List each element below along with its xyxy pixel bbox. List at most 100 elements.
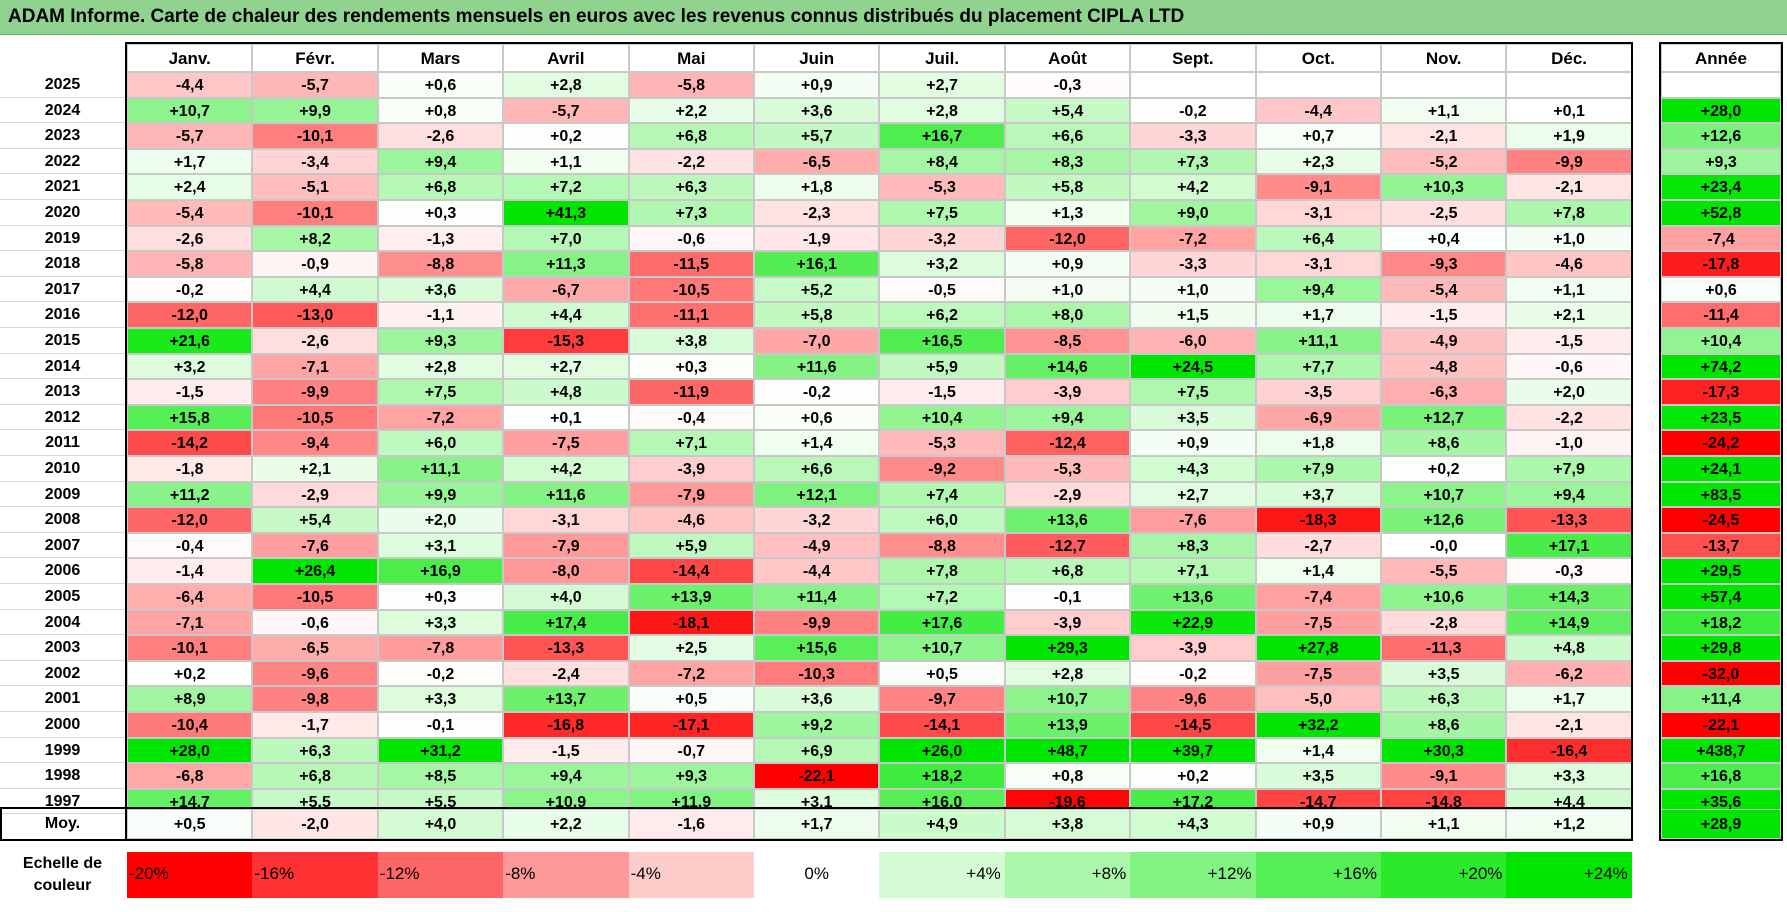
heatmap-cell: +13,9 [1004,712,1131,738]
heatmap-cell: +17,6 [879,609,1005,636]
annual-cell [1661,72,1781,98]
heatmap-cell: +11,6 [503,481,629,508]
heatmap-cell: -3,4 [252,148,378,175]
heatmap-cell: -4,6 [1506,251,1632,277]
annual-cell: +74,2 [1661,353,1781,380]
heatmap-cell: -14,5 [1130,712,1256,738]
heatmap-cell: +7,3 [1130,148,1256,175]
year-label: 2010 [0,456,125,482]
annual-cell: -17,3 [1661,379,1781,405]
heatmap-cell: -0,2 [1130,97,1256,124]
heatmap-cell: -3,9 [628,456,754,482]
average-cell: +3,8 [1004,809,1131,839]
annual-cell: +57,4 [1661,584,1781,610]
heatmap-cell: -3,3 [1130,251,1256,277]
heatmap-cell: -4,4 [127,72,253,98]
average-cell: +4,0 [377,809,504,839]
annual-cell: -11,4 [1661,302,1781,328]
heatmap-cell: +7,9 [1506,456,1632,482]
heatmap-cell: -10,1 [252,200,378,226]
heatmap-cell: -14,4 [628,558,754,584]
annual-cell: +24,1 [1661,456,1781,482]
heatmap-cell: +1,4 [1255,737,1381,764]
heatmap-cell: +8,6 [1381,430,1507,456]
heatmap-cell: +3,5 [1255,763,1381,789]
heatmap-cell: +7,2 [879,584,1005,610]
heatmap-cell: +2,2 [628,97,754,124]
heatmap-cell: -0,6 [1506,353,1632,380]
heatmap-cell: +8,0 [1004,302,1131,328]
heatmap-cell: +5,9 [628,532,754,559]
annual-cell: +23,4 [1661,174,1781,200]
heatmap-cell: -8,0 [503,558,629,584]
heatmap-cell: +6,2 [879,302,1005,328]
heatmap-cell: -3,2 [754,507,880,533]
heatmap-cell: +0,8 [1004,763,1131,789]
heatmap-cell: -2,3 [754,200,880,226]
heatmap-cell: -11,9 [628,379,754,405]
year-label: 2019 [0,226,125,252]
year-label: 2008 [0,507,125,533]
heatmap-cell: +1,7 [1255,302,1381,328]
heatmap-cell: +5,8 [754,302,880,328]
heatmap-cell: +1,3 [1004,200,1131,226]
heatmap-cell: +3,2 [879,251,1005,277]
average-cell: +1,7 [754,809,880,839]
heatmap-cell: -1,0 [1506,430,1632,456]
year-label: 2007 [0,533,125,559]
heatmap-cell: +1,1 [1381,97,1507,124]
month-header: Juil. [879,44,1005,72]
heatmap-cell: +16,1 [754,251,880,277]
heatmap-cell: -15,3 [503,328,629,354]
annual-cell: +11,4 [1661,686,1781,712]
heatmap-cell: -0,2 [127,276,253,303]
year-label: 2012 [0,405,125,431]
heatmap-cell: +3,6 [754,97,880,124]
heatmap-cell: -5,4 [127,200,253,226]
heatmap-cell: -8,5 [1004,328,1131,354]
heatmap-cell: +9,0 [1130,200,1256,226]
heatmap-cell: +1,0 [1130,276,1256,303]
heatmap-cell: -5,7 [127,123,253,149]
heatmap-cell: +13,7 [503,686,629,712]
heatmap-cell: +0,2 [127,660,253,687]
heatmap-cell: +3,3 [1506,763,1632,789]
heatmap-cell: -5,4 [1381,276,1507,303]
heatmap-cell: +2,7 [1130,481,1256,508]
heatmap-cell: -5,7 [503,97,629,124]
heatmap-cell: +5,8 [1004,174,1131,200]
heatmap-cell: +0,9 [1004,251,1131,277]
annual-cell: +52,8 [1661,200,1781,226]
heatmap-cell: -6,8 [127,763,253,789]
annual-cell: -22,1 [1661,712,1781,738]
heatmap-cell: -7,9 [628,481,754,508]
heatmap-cell: +10,4 [879,404,1005,431]
heatmap-cell: +7,5 [1130,379,1256,405]
heatmap-cell: +1,4 [1255,558,1381,584]
year-label: 2013 [0,379,125,405]
heatmap-cell: +48,7 [1004,737,1131,764]
heatmap-cell: +3,5 [1381,660,1507,687]
heatmap-cell: -9,9 [1506,148,1632,175]
heatmap-cell: +3,5 [1130,404,1256,431]
heatmap-cell: +8,6 [1381,712,1507,738]
year-label: 2009 [0,482,125,508]
heatmap-cell: -6,2 [1506,660,1632,687]
heatmap-cell: -22,1 [754,763,880,789]
month-header: Déc. [1506,44,1632,72]
heatmap-cell [1381,72,1507,98]
title-bar: ADAM Informe. Carte de chaleur des rende… [0,0,1787,35]
heatmap-cell: -7,0 [754,328,880,354]
average-cell: +0,5 [127,809,253,839]
heatmap-cell: -11,5 [628,251,754,277]
heatmap-cell: -2,9 [1004,481,1131,508]
heatmap-cell: -10,1 [252,123,378,149]
heatmap-cell: +0,3 [377,584,504,610]
heatmap-cell: -1,5 [1381,302,1507,328]
heatmap-cell: +0,6 [754,404,880,431]
annual-cell: +23,5 [1661,404,1781,431]
heatmap-cell: -0,4 [127,532,253,559]
year-label: 2000 [0,712,125,738]
heatmap-cell: +4,3 [1130,456,1256,482]
heatmap-cell: -4,9 [754,532,880,559]
